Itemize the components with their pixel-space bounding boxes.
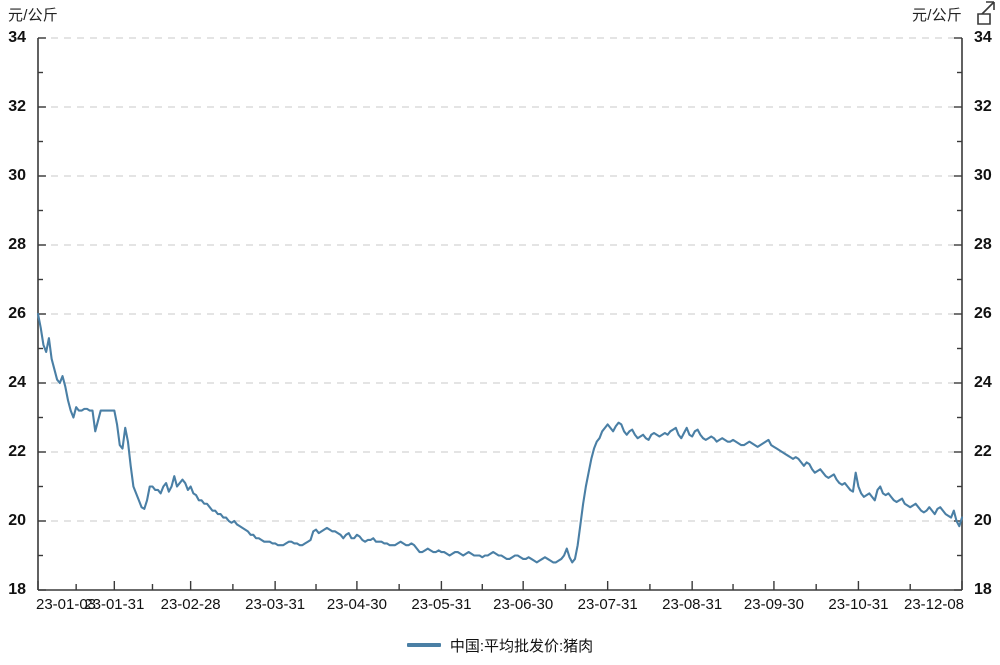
x-axis-tick-label: 23-06-30: [493, 596, 554, 613]
legend: 中国:平均批发价:猪肉: [0, 630, 1000, 660]
legend-label: 中国:平均批发价:猪肉: [449, 637, 594, 655]
x-axis-tick-label: 23-05-31: [411, 596, 472, 613]
x-axis-tick-label: 23-12-08: [903, 596, 965, 613]
y-axis-tick-label: 20: [974, 512, 992, 529]
y-axis-tick-label: 18: [8, 581, 26, 598]
y-axis-tick-label: 32: [974, 98, 992, 115]
left-axis-unit-label: 元/公斤: [8, 7, 58, 24]
y-axis-tick-label: 34: [974, 29, 992, 46]
y-axis-tick-label: 28: [8, 236, 26, 253]
y-axis-tick-label: 32: [8, 98, 26, 115]
x-axis-tick-label: 23-01-31: [84, 596, 145, 613]
y-axis-tick-label: 22: [8, 443, 26, 460]
y-axis-tick-label: 20: [8, 512, 26, 529]
x-axis-tick-label: 23-07-31: [577, 596, 638, 613]
y-axis-tick-label: 28: [974, 236, 992, 253]
x-axis-tick-label: 23-02-28: [160, 596, 221, 613]
y-axis-tick-label: 22: [974, 443, 992, 460]
x-axis-tick-label: 23-04-30: [326, 596, 387, 613]
y-axis-tick-label: 30: [974, 167, 992, 184]
x-axis-tick-label: 23-08-31: [662, 596, 723, 613]
y-axis-tick-label: 30: [8, 167, 26, 184]
y-axis-tick-label: 26: [8, 305, 26, 322]
expand-arrow-icon[interactable]: [960, 0, 1000, 34]
x-axis-tick-label: 23-01-03: [35, 596, 97, 613]
y-axis-tick-label: 26: [974, 305, 992, 322]
right-axis-unit-label: 元/公斤: [912, 7, 962, 24]
x-axis-tick-label: 23-03-31: [245, 596, 306, 613]
legend-color-swatch: [406, 643, 441, 647]
x-axis-tick-label: 23-10-31: [828, 596, 889, 613]
x-axis-tick-label: 23-09-30: [743, 596, 804, 613]
y-axis-tick-label: 18: [974, 581, 992, 598]
y-axis-tick-label: 34: [8, 29, 26, 46]
data-series-line: [36, 312, 964, 564]
y-axis-tick-label: 24: [974, 374, 992, 391]
y-axis-tick-label: 24: [8, 374, 26, 391]
